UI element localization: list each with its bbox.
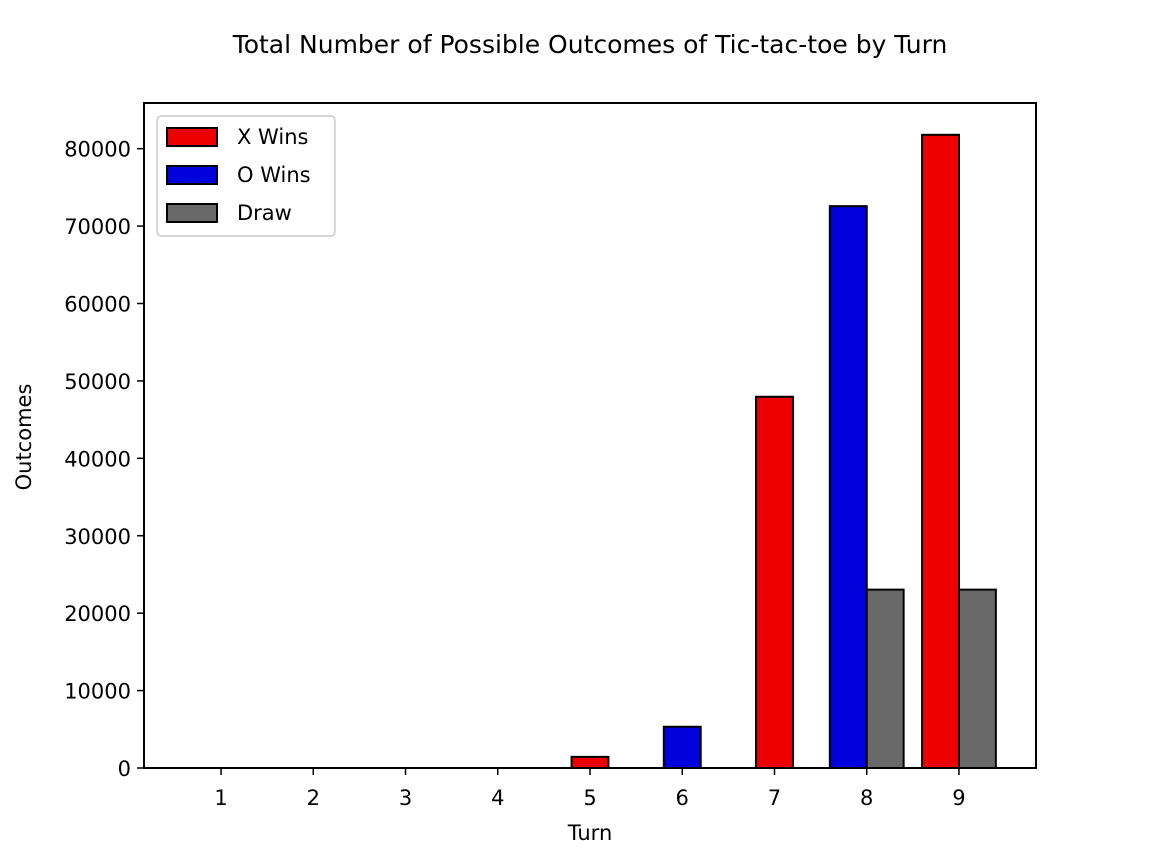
legend-label: O Wins: [237, 163, 311, 187]
y-axis: 0 10000 20000 30000 40000 50000 60000 70000 8000…: [64, 138, 144, 781]
bar-x-wins-turn-9: [921, 133, 960, 770]
bar-o-wins-turn-6: [662, 725, 702, 770]
x-tick-label: 7: [768, 786, 781, 810]
x-tick-label: 1: [214, 786, 227, 810]
bar-draw-turn-8: [865, 588, 905, 769]
legend-swatch-x-wins: [166, 127, 218, 147]
legend-swatch-draw: [166, 203, 218, 223]
x-axis-label: Turn: [567, 821, 613, 845]
legend: X Wins O Wins Draw: [156, 115, 336, 237]
x-tick-label: 5: [583, 786, 596, 810]
x-tick-label: 9: [952, 786, 965, 810]
bars: [570, 133, 997, 770]
y-axis-label: Outcomes: [12, 384, 36, 491]
y-tick-label: 20000: [64, 602, 131, 626]
x-tick-label: 2: [307, 786, 320, 810]
x-tick-label: 8: [860, 786, 873, 810]
legend-label: X Wins: [237, 125, 308, 149]
y-tick-label: 10000: [64, 680, 131, 704]
x-axis: 1 2 3 4 5 6 7 8 9: [214, 768, 966, 810]
x-tick-label: 4: [491, 786, 504, 810]
y-tick-label: 70000: [64, 215, 131, 239]
bar-x-wins-turn-7: [755, 395, 794, 769]
y-tick-label: 0: [118, 757, 131, 781]
x-tick-label: 3: [399, 786, 412, 810]
y-tick-label: 50000: [64, 370, 131, 394]
y-tick-label: 30000: [64, 525, 131, 549]
bar-o-wins-turn-8: [828, 205, 868, 769]
y-tick-label: 60000: [64, 293, 131, 317]
x-tick-label: 6: [676, 786, 689, 810]
bar-draw-turn-9: [957, 588, 997, 769]
chart-title: Total Number of Possible Outcomes of Tic…: [232, 30, 948, 59]
y-tick-label: 80000: [64, 138, 131, 162]
bar-x-wins-turn-5: [570, 755, 610, 770]
legend-swatch-o-wins: [166, 165, 218, 185]
legend-label: Draw: [237, 201, 292, 225]
y-tick-label: 40000: [64, 447, 131, 471]
